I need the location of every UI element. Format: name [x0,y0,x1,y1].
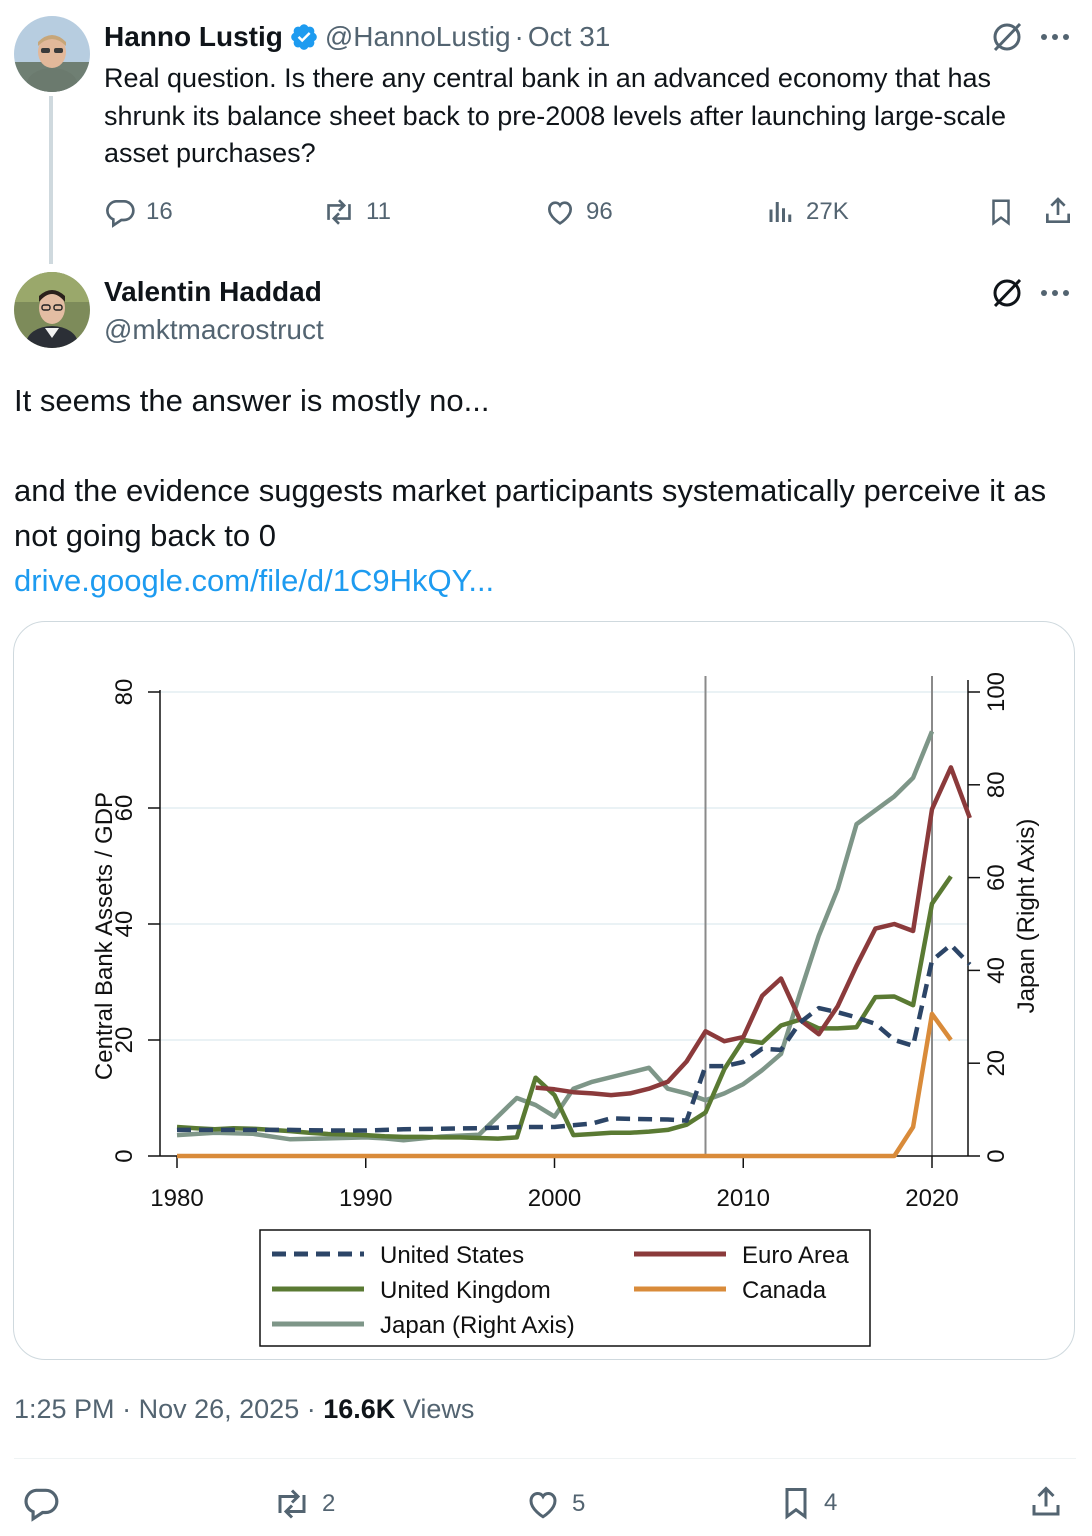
y-tick-label: 20 [111,1027,138,1054]
y-axis-title: Central Bank Assets / GDP [91,792,118,1080]
y-tick-label: 80 [111,679,138,706]
quoted-like-button[interactable]: 96 [544,196,613,228]
repost-button[interactable]: 2 [272,1486,335,1522]
quoted-reply-count: 16 [146,198,173,225]
reply-icon [106,200,135,228]
legend-label: Euro Area [742,1242,849,1269]
more-icon[interactable] [1040,32,1070,42]
quoted-repost-count: 11 [366,198,391,225]
reply-icon [24,1488,59,1522]
author-handle[interactable]: @mktmacrostruct [104,314,324,345]
legend-label: United States [380,1242,524,1269]
repost-count: 2 [322,1490,336,1517]
post-date[interactable]: Nov 26, 2025 [138,1394,300,1424]
post-text-line1: It seems the answer is mostly no... [14,383,490,418]
legend-label: United Kingdom [380,1277,551,1304]
grok-icon[interactable] [990,276,1024,310]
quoted-repost-button[interactable]: 11 [322,196,391,228]
quoted-bookmark-button[interactable] [986,196,1016,228]
series-line-euro-area [535,765,972,1098]
quoted-views-count: 27K [806,198,849,225]
y2-tick-label: 20 [983,1050,1010,1077]
quoted-author-name[interactable]: Hanno Lustig [104,21,283,52]
quoted-author-handle[interactable]: @HannoLustig [324,21,511,52]
like-count: 5 [572,1490,586,1517]
quoted-post-date[interactable]: Oct 31 [527,21,611,52]
quoted-reply-button[interactable]: 16 [104,196,173,228]
quoted-like-count: 96 [586,198,613,225]
author-name[interactable]: Valentin Haddad [104,276,322,307]
quoted-views-button[interactable]: 27K [766,196,849,228]
separator-dot: · [514,21,524,52]
reply-button[interactable] [22,1484,60,1522]
separator-dot: · [306,1394,316,1424]
avatar-valentin-haddad[interactable] [14,272,90,348]
x-tick-label: 1990 [339,1185,392,1212]
y-tick-label: 60 [111,795,138,822]
quoted-share-button[interactable] [1042,194,1074,228]
thread-connector-line [49,96,53,264]
views-count: 16.6K [323,1394,396,1424]
separator-dot: · [122,1394,132,1424]
main-post-top-actions [990,276,1070,310]
post-text: It seems the answer is mostly no... and … [14,378,1074,603]
post-timestamp-row: 1:25 PM · Nov 26, 2025 · 16.6K Views [14,1394,474,1425]
series-line-canada [177,1011,953,1159]
post-text-line2: and the evidence suggests market partici… [14,473,1047,553]
x-tick-label: 2020 [905,1185,958,1212]
bookmark-button[interactable]: 4 [778,1484,837,1522]
post-link[interactable]: drive.google.com/file/d/1C9HkQY... [14,563,495,598]
bookmark-icon [785,1488,807,1520]
views-icon [769,202,792,222]
y2-tick-label: 40 [983,957,1010,984]
like-button[interactable]: 5 [524,1486,585,1522]
share-icon [1032,1486,1060,1516]
series-line-united-states [177,942,972,1133]
more-icon[interactable] [1040,288,1070,298]
chart-image[interactable]: 0 20 40 60 80 0 20 40 60 80 100 1980 1990 2000 2010 202… [13,621,1075,1360]
y-tick-label: 40 [111,911,138,938]
avatar-hanno-lustig[interactable] [14,16,90,92]
bookmark-count: 4 [824,1489,838,1516]
legend-label: Japan (Right Axis) [380,1312,575,1339]
quoted-post-header: Hanno Lustig @HannoLustig · Oct 31 [104,18,610,56]
y2-tick-label: 60 [983,864,1010,891]
quoted-post-text: Real question. Is there any central bank… [104,63,1007,168]
series-line-japan-right-axis [176,730,935,1143]
quoted-post-top-actions [990,20,1070,54]
y2-tick-label: 100 [983,672,1010,712]
grok-icon[interactable] [990,20,1024,54]
x-tick-label: 2010 [717,1185,770,1212]
repost-icon [278,1489,306,1519]
y2-tick-label: 0 [983,1149,1010,1162]
like-icon [547,201,573,225]
share-icon [1046,197,1070,223]
like-icon [529,1491,557,1519]
chart-svg: 0 20 40 60 80 0 20 40 60 80 100 1980 1990 2000 2010 202… [91,672,1040,1347]
x-tick-label: 1980 [150,1185,203,1212]
repost-icon [327,199,351,225]
views-label: Views [402,1394,475,1424]
y2-tick-label: 80 [983,771,1010,798]
bookmark-icon [992,199,1010,226]
share-button[interactable] [1028,1482,1064,1522]
verified-badge-icon [291,24,317,50]
y-tick-label: 0 [111,1149,138,1162]
legend-label: Canada [742,1277,827,1304]
divider [14,1458,1076,1459]
x-tick-label: 2000 [528,1185,581,1212]
y2-axis-title: Japan (Right Axis) [1013,819,1040,1014]
post-time[interactable]: 1:25 PM [14,1394,115,1424]
